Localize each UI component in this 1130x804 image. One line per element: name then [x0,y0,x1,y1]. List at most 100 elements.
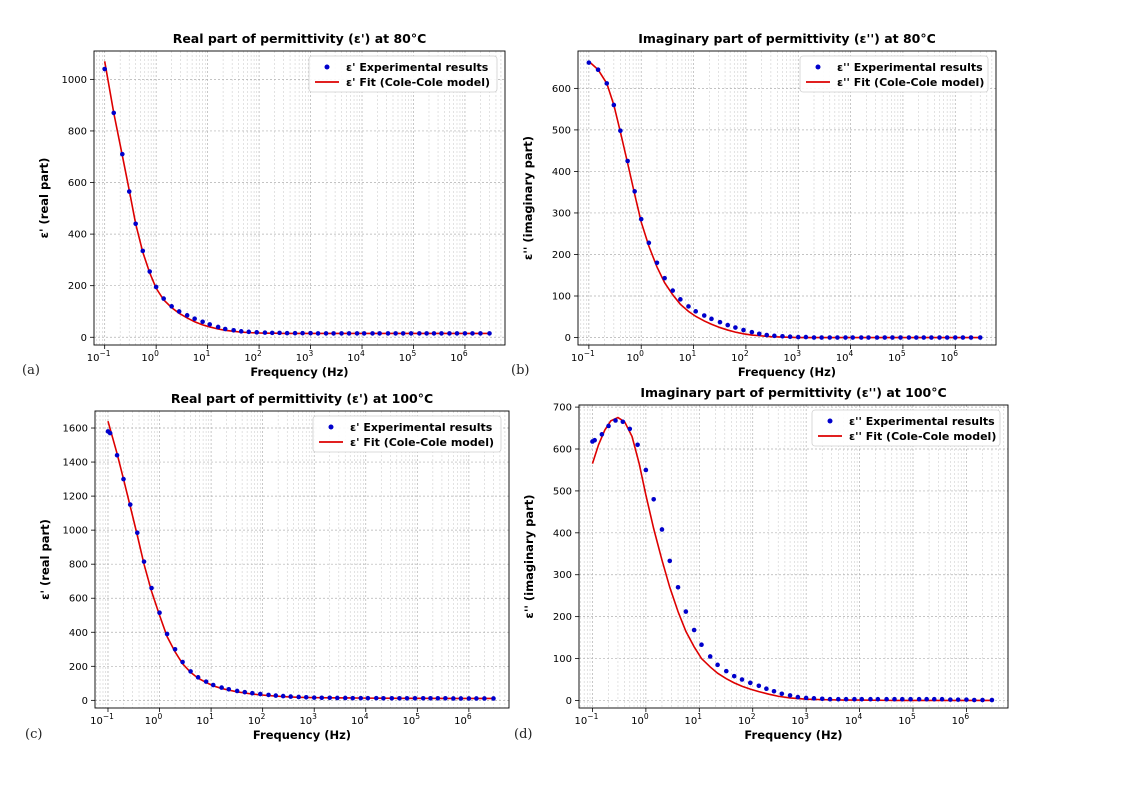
data-point [937,335,942,340]
legend-entry: ε' Fit (Cole-Cole model) [346,76,490,89]
data-point [377,331,382,336]
data-point [439,331,444,336]
y-tick-label: 600 [68,178,87,189]
data-point [772,333,777,339]
data-point [397,696,402,701]
data-point [266,692,271,698]
x-tick-label: 106 [952,712,970,727]
legend-entry: ε' Experimental results [350,421,493,434]
x-axis-label: Frequency (Hz) [250,365,348,379]
y-tick-label: 1000 [63,526,88,537]
data-point [913,335,919,340]
data-point [931,696,937,702]
data-point [811,696,817,701]
experimental-points [102,66,492,336]
data-point [308,330,313,336]
data-point [134,530,140,535]
data-point [102,66,107,72]
data-point [779,691,785,697]
fit-line [588,60,981,339]
data-point [827,335,833,340]
panel-label: (a) [22,363,40,378]
y-axis-ticks: 0 200 400 600 800 1000 1200 1400 1600 [63,424,95,707]
x-tick-label: 105 [898,712,916,727]
data-point [443,696,448,701]
x-axis-label: Frequency (Hz) [744,728,842,742]
data-point [339,331,344,336]
x-tick-label: 102 [248,712,266,727]
y-tick-label: 500 [553,486,572,497]
x-tick-label: 103 [296,349,314,364]
x-tick-label: 106 [450,349,468,364]
data-point [389,696,395,701]
data-point [454,331,460,336]
data-point [764,686,769,692]
data-point [756,683,762,689]
x-axis-ticks: 10−1 100 101 102 103 104 105 106 [87,345,468,364]
data-point [866,335,871,340]
data-point [176,309,182,314]
data-point [120,151,125,157]
data-point [646,240,652,246]
y-tick-label: 300 [553,570,572,581]
data-point [699,642,704,648]
data-point [164,631,170,637]
data-point [491,696,496,701]
panel-label: (c) [25,727,42,742]
plot-frame [93,50,506,346]
data-point [771,688,777,694]
y-axis-label: ε' (real part) [37,158,51,239]
x-tick-label: 100 [631,712,649,727]
data-point [787,334,793,339]
data-point [478,331,483,336]
data-point [592,437,597,443]
data-point [315,331,321,336]
data-point [795,334,801,340]
x-tick-label: 102 [731,349,749,364]
chart-title: Imaginary part of permittivity (ε'') at … [638,31,936,46]
x-tick-label: 101 [193,349,211,364]
data-point [234,688,240,694]
y-tick-label: 0 [566,696,572,707]
data-point [952,335,958,340]
x-tick-label: 104 [845,712,863,727]
data-point [404,696,410,701]
data-point [749,329,755,335]
data-point [431,331,437,336]
data-point [890,335,895,340]
y-tick-label: 800 [69,560,88,571]
legend-box [811,409,1001,447]
data-point [618,128,623,134]
data-point [219,685,224,690]
data-point [451,696,456,701]
data-point [180,659,185,665]
data-point [971,697,977,703]
data-point [358,695,364,701]
panel-label: (b) [511,363,529,378]
data-point [827,696,833,702]
data-point [651,496,656,502]
data-point [280,693,286,699]
data-point [691,627,697,633]
data-point [273,693,279,698]
legend: ε'' Experimental results ε'' Fit (Cole-Co… [799,55,989,93]
data-point [195,675,201,680]
y-axis-label: ε'' (imaginary part) [522,494,536,618]
data-point [715,662,720,668]
data-point [929,335,934,340]
data-point [899,696,905,702]
data-point [447,331,452,336]
y-tick-label: 400 [553,528,572,539]
data-point [121,476,126,482]
data-point [764,332,770,338]
legend: ε' Experimental results ε' Fit (Cole-Cole… [312,415,502,453]
chart-panel-d: 10−1 100 101 102 103 104 105 106 0 100 200 300 400 50… [514,385,1009,742]
data-point [370,331,375,336]
legend-box [308,55,498,93]
data-point [924,696,929,702]
data-point [850,335,856,340]
experimental-points [590,418,995,703]
legend-entry: ε'' Experimental results [849,415,995,428]
data-point [643,467,649,473]
data-point [284,330,290,336]
